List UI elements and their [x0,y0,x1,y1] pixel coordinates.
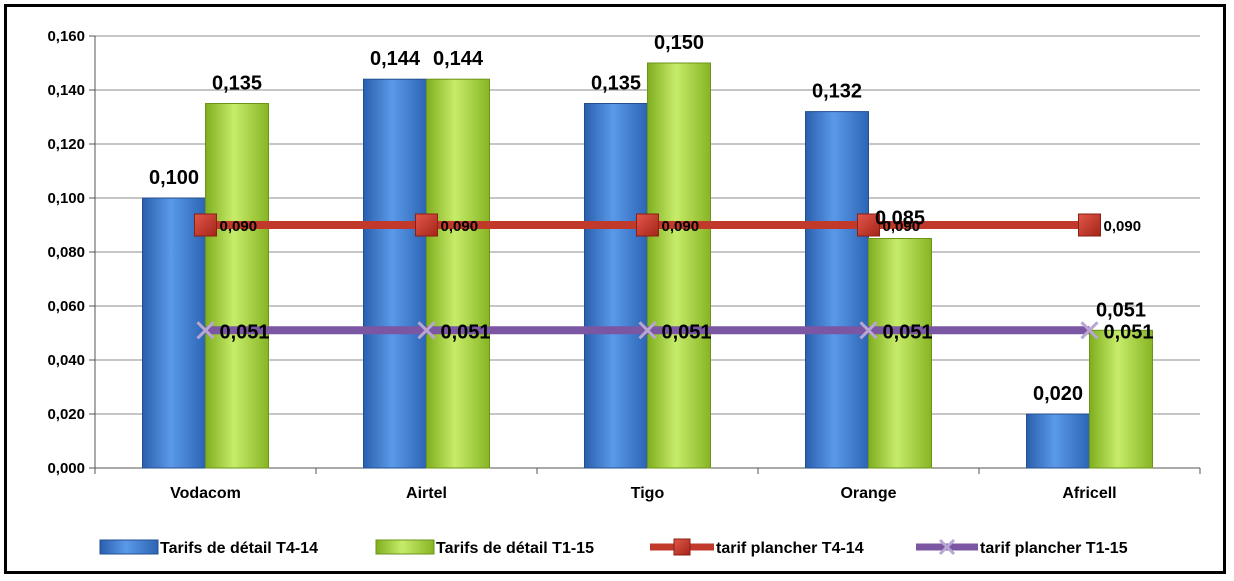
bar-data-label: 0,144 [433,48,484,70]
legend-label: Tarifs de détail T4-14 [160,540,318,557]
x-axis: Vodacom Airtel Tigo Orange Africell [94,467,1201,502]
x-category-label: Airtel [406,485,447,502]
y-tick-label: 0,080 [47,244,85,261]
y-tick-label: 0,160 [47,28,85,45]
bar-data-label: 0,100 [149,167,199,189]
line-data-label: 0,090 [220,218,258,235]
bar-data-label: 0,135 [212,73,262,95]
bar-data-label: 0,085 [875,208,925,230]
y-tick-label: 0,020 [47,406,85,423]
x-marker [196,321,215,340]
legend-label: tarif plancher T1-15 [980,540,1128,557]
bar-a4d13b [1089,329,1153,469]
data-labels: 0,100 0,135 0,144 0,144 0,135 0,150 0,132 0,085… [149,32,1154,405]
bar-data-label: 0,020 [1033,383,1083,405]
bar-3f7fd3 [805,111,869,469]
legend-marker [938,538,956,556]
line-data-label: 0,051 [662,321,712,343]
square-marker [1078,213,1101,237]
x-marker [1080,321,1099,340]
bar-data-label: 0,144 [370,48,421,70]
square-marker [415,213,438,237]
legend-label: tarif plancher T4-14 [716,540,864,557]
bar-data-label: 0,135 [591,73,641,95]
bars [142,62,1153,469]
bar-a4d13b [205,103,269,469]
x-category-label: Africell [1062,485,1116,502]
line-data-label: 0,051 [1104,321,1154,343]
x-marker [417,321,436,340]
square-marker [636,213,659,237]
bar-3f7fd3 [584,103,648,469]
bar-data-label: 0,051 [1096,299,1146,321]
bar-3f7fd3 [363,78,427,469]
legend: Tarifs de détail T4-14 Tarifs de détail T… [99,538,1128,557]
bar-data-label: 0,132 [812,81,862,103]
x-category-label: Tigo [631,485,665,502]
line-data-label: 0,090 [883,218,921,235]
bar-a4d13b [426,78,490,469]
y-axis: 0,000 0,020 0,040 0,060 0,080 0,100 0,120 0,140… [47,28,96,477]
legend-swatch [99,539,159,555]
bar-3f7fd3 [1026,413,1090,469]
x-marker [859,321,878,340]
square-marker [194,213,217,237]
bar-data-label: 0,150 [654,32,704,54]
legend-label: Tarifs de détail T1-15 [436,540,594,557]
line-data-label: 0,051 [883,321,933,343]
y-tick-label: 0,140 [47,82,85,99]
x-category-label: Orange [840,485,896,502]
x-marker [638,321,657,340]
legend-marker [673,538,691,556]
line-data-label: 0,090 [662,218,700,235]
bar-3f7fd3 [142,197,206,469]
x-category-label: Vodacom [170,485,241,502]
y-tick-label: 0,100 [47,190,85,207]
y-tick-label: 0,060 [47,298,85,315]
y-tick-label: 0,040 [47,352,85,369]
bar-a4d13b [868,238,932,469]
legend-swatch [375,539,435,555]
line-data-label: 0,051 [220,321,270,343]
square-marker [857,213,880,237]
line-data-label: 0,090 [441,218,479,235]
y-tick-label: 0,120 [47,136,85,153]
line-series [194,213,1101,340]
bar-a4d13b [647,62,711,469]
line-data-label: 0,051 [441,321,491,343]
line-data-label: 0,090 [1104,218,1142,235]
y-tick-label: 0,000 [47,460,85,477]
